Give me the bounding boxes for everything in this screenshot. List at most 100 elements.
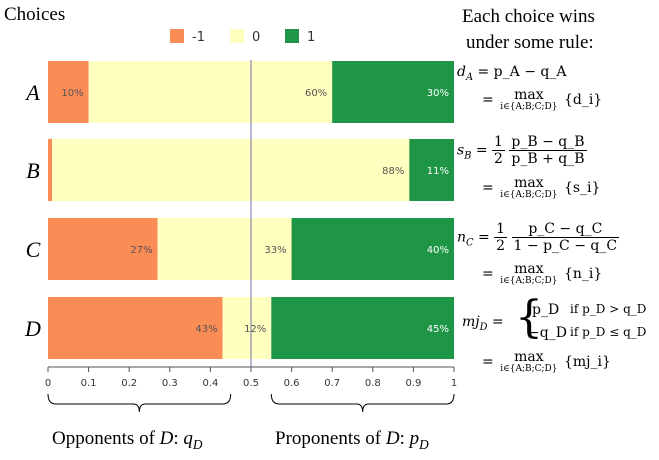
max-operator: max: [514, 87, 544, 103]
rule-sB-max: = max i∈{A;B;C;D} {s_i}: [482, 175, 601, 200]
proponents-prefix: Proponents of: [275, 428, 386, 449]
rule-mjD-cond1: if p_D > q_D: [570, 302, 647, 316]
rule-nC-argmax-set: {n_i}: [563, 266, 603, 282]
proponents-subscript: D: [419, 436, 429, 452]
rule-nC-denominator: 1 − p_C − q_C: [513, 238, 618, 254]
max-operator: max: [514, 175, 544, 191]
category-label-A: A: [24, 80, 40, 105]
bar-label-B-1: 11%: [427, 166, 449, 177]
rule-nC-half-numerator: 1: [494, 221, 508, 238]
bar-label-A-0: 60%: [305, 88, 327, 99]
bar-label-C-1: 40%: [427, 245, 449, 256]
rule-mjD-subscript: D: [479, 321, 488, 333]
bar-segment-C--1: [48, 218, 158, 280]
legend-swatch-0: [230, 29, 244, 43]
rule-sB-argmax-set: {s_i}: [563, 180, 601, 196]
rule-dA-symbol: d: [457, 64, 466, 80]
opponents-bracket: [47, 393, 232, 413]
x-tick-label-0.6: 0.6: [284, 378, 300, 389]
max-subscript: i∈{A;B;C;D}: [500, 102, 558, 112]
legend-label--1: -1: [192, 30, 205, 45]
bar-segment-C-1: [291, 218, 454, 280]
proponents-bracket: [270, 393, 455, 413]
rule-sB-numerator: p_B − q_B: [509, 134, 587, 151]
bar-label-B-0: 88%: [382, 166, 404, 177]
x-tick-label-0.3: 0.3: [162, 378, 178, 389]
bar-label-D-1: 45%: [427, 324, 449, 335]
x-tick-label-0.1: 0.1: [81, 378, 97, 389]
x-tick-label-0.5: 0.5: [243, 378, 259, 389]
category-label-B: B: [26, 158, 39, 183]
legend-label-1: 1: [307, 30, 315, 45]
bar-segment-A--1: [48, 61, 89, 123]
proponents-separator: :: [399, 428, 410, 449]
bar-segment-B-0: [52, 139, 410, 201]
max-subscript: i∈{A;B;C;D}: [500, 276, 558, 286]
category-label-C: C: [26, 237, 41, 262]
bar-segment-B-1: [409, 139, 454, 201]
opponents-separator: :: [173, 428, 184, 449]
x-tick-label-1: 1: [451, 378, 457, 389]
bar-label-C--1: 27%: [130, 245, 152, 256]
bar-label-C-0: 33%: [264, 245, 286, 256]
rule-mjD-case1-value: p_D: [532, 302, 560, 318]
bar-segment-B--1: [48, 139, 53, 201]
proponents-label: Proponents of D: pD: [275, 428, 429, 453]
rule-dA-argmax-set: {d_i}: [563, 92, 603, 108]
rule-nC-half-denominator: 2: [496, 238, 506, 254]
opponents-symbol: q: [183, 428, 193, 449]
rule-sB-subscript: B: [464, 150, 472, 162]
bar-segment-C-0: [157, 218, 292, 280]
rule-sB-symbol: s: [457, 142, 465, 159]
rule-nC-numerator: p_C − q_C: [511, 221, 620, 238]
rule-mjD-cond2: if p_D ≤ q_D: [570, 325, 647, 339]
choices-label: Choices: [4, 4, 66, 25]
rule-dA-subscript: A: [465, 71, 474, 83]
max-operator: max: [514, 349, 544, 365]
legend-swatch-1: [285, 29, 299, 43]
rule-dA: dA = p_A − q_A: [457, 64, 566, 83]
bar-segment-A-1: [332, 61, 454, 123]
bar-segment-A-0: [88, 61, 333, 123]
legend-label-0: 0: [252, 30, 260, 45]
legend-swatch--1: [170, 29, 184, 43]
proponents-variable: D: [385, 428, 400, 449]
x-tick-label-0: 0: [45, 378, 51, 389]
proponents-symbol: p: [409, 428, 420, 449]
rule-dA-definition: = p_A − q_A: [477, 64, 567, 80]
max-subscript: i∈{A;B;C;D}: [500, 190, 558, 200]
rule-mjD-lhs: mjD =: [462, 314, 504, 333]
bar-label-A--1: 10%: [61, 88, 83, 99]
rule-mjD-case1: p_D: [532, 302, 559, 318]
rule-dA-max: = max i∈{A;B;C;D} {d_i}: [482, 87, 603, 112]
rule-nC-max: = max i∈{A;B;C;D} {n_i}: [482, 261, 603, 286]
rule-nC-subscript: C: [466, 237, 474, 249]
bar-label-A-1: 30%: [427, 88, 449, 99]
bar-segment-D-0: [222, 297, 272, 359]
bar-segment-D--1: [48, 297, 223, 359]
x-tick-label-0.8: 0.8: [365, 378, 381, 389]
x-tick-label-0.2: 0.2: [121, 378, 137, 389]
bar-label-D--1: 43%: [195, 324, 217, 335]
x-tick-label-0.7: 0.7: [324, 378, 340, 389]
opponents-prefix: Opponents of: [52, 428, 160, 449]
rule-mjD-case2: −q_D: [528, 325, 567, 341]
rules-title-line1: Each choice wins: [462, 6, 595, 27]
max-subscript: i∈{A;B;C;D}: [500, 364, 558, 374]
max-operator: max: [514, 261, 544, 277]
rule-mjD-symbol: mj: [462, 314, 480, 330]
rule-mjD-case2-value: −q_D: [528, 325, 567, 341]
bar-segment-D-1: [271, 297, 454, 359]
x-tick-label-0.9: 0.9: [405, 378, 421, 389]
x-tick-label-0.4: 0.4: [202, 378, 218, 389]
rule-nC-symbol: n: [457, 229, 467, 246]
category-label-D: D: [24, 316, 41, 341]
rule-sB-denominator: p_B + q_B: [511, 151, 585, 167]
rule-mjD-max: = max i∈{A;B;C;D} {mj_i}: [482, 349, 611, 374]
rule-sB-half-denominator: 2: [494, 151, 503, 167]
rules-title-line2: under some rule:: [466, 32, 594, 53]
opponents-variable: D: [159, 428, 174, 449]
